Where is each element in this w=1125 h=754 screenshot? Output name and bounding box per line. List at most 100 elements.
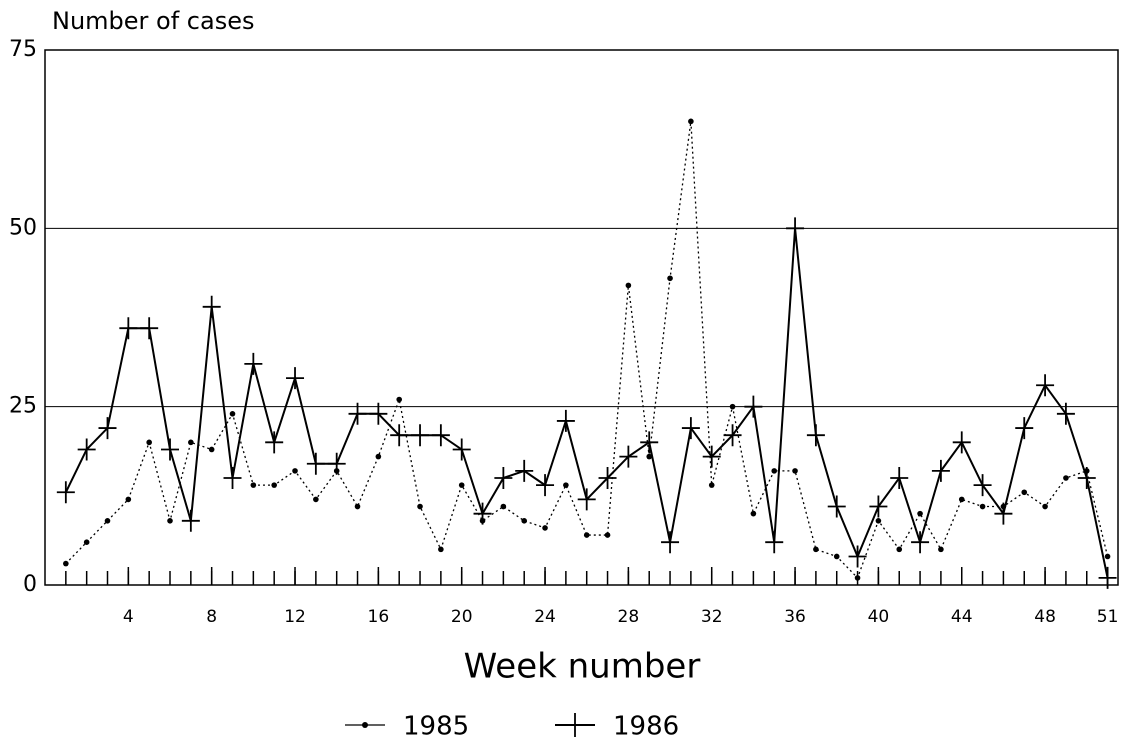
x-tick-label: 20: [451, 607, 473, 627]
cross-marker: [327, 452, 346, 475]
point-marker: [354, 503, 361, 510]
cross-marker: [556, 409, 575, 432]
x-tick-label: 51: [1097, 607, 1119, 627]
cross-marker: [994, 502, 1013, 525]
cross-marker: [536, 474, 555, 497]
cross-marker: [390, 424, 409, 447]
point-marker: [854, 575, 861, 581]
cross-marker: [869, 495, 888, 518]
cross-marker: [1015, 417, 1034, 440]
point-marker: [542, 525, 548, 531]
cross-marker: [348, 402, 367, 425]
cross-marker: [181, 509, 200, 532]
cross-marker: [202, 295, 221, 318]
x-tick-label: 48: [1034, 607, 1056, 627]
cross-marker: [661, 531, 680, 554]
point-marker: [563, 482, 569, 488]
cross-marker: [473, 502, 492, 525]
cross-marker: [494, 467, 513, 489]
cross-marker: [369, 402, 388, 425]
point-marker: [813, 546, 819, 553]
point-marker: [1042, 503, 1048, 510]
cross-marker: [140, 317, 159, 340]
y-tick-label: 25: [9, 394, 37, 419]
cross-marker: [223, 467, 242, 489]
cross-marker: [952, 431, 971, 454]
point-marker: [271, 482, 277, 488]
x-tick-label: 16: [368, 607, 390, 627]
cross-marker: [931, 459, 950, 482]
cross-marker: [244, 352, 263, 375]
point-marker: [125, 496, 132, 503]
point-marker: [792, 468, 798, 474]
point-marker: [833, 553, 840, 560]
point-marker: [375, 453, 382, 460]
point-marker: [313, 496, 319, 503]
cross-marker: [119, 317, 138, 340]
point-marker: [875, 518, 882, 524]
point-marker: [1104, 553, 1111, 560]
x-tick-label: 12: [284, 607, 306, 627]
cross-marker: [265, 431, 284, 454]
cross-marker: [452, 438, 471, 461]
point-marker: [521, 518, 528, 524]
cross-marker: [306, 452, 325, 475]
point-marker: [167, 518, 173, 524]
cross-marker: [1036, 374, 1055, 397]
point-marker: [625, 282, 632, 289]
plot-frame: [44, 49, 1119, 586]
cross-marker: [598, 467, 617, 489]
x-tick-label: 32: [701, 607, 723, 627]
point-marker: [83, 539, 90, 545]
cross-marker: [431, 424, 450, 447]
cross-marker: [56, 481, 75, 504]
cross-marker: [723, 424, 742, 447]
cross-marker: [161, 438, 180, 461]
legend-marker: [362, 722, 368, 728]
point-marker: [750, 510, 757, 517]
cross-marker: [1098, 566, 1117, 589]
point-marker: [583, 532, 590, 538]
point-marker: [958, 496, 965, 503]
cross-marker: [765, 531, 784, 554]
cross-marker: [1056, 402, 1075, 425]
point-marker: [604, 532, 611, 538]
point-marker: [1063, 475, 1069, 481]
y-tick-label: 0: [23, 572, 37, 597]
cross-marker: [911, 531, 930, 554]
x-tick-label: 24: [534, 607, 556, 627]
point-marker: [208, 446, 215, 453]
x-tick-label: 4: [123, 607, 134, 627]
point-marker: [979, 503, 986, 510]
point-marker: [188, 439, 194, 446]
point-marker: [938, 546, 944, 553]
cross-marker: [806, 424, 825, 447]
x-tick-label: 36: [784, 607, 806, 627]
point-marker: [146, 439, 152, 446]
y-tick-label: 50: [9, 215, 37, 240]
point-marker: [229, 411, 236, 417]
cross-marker: [411, 424, 430, 447]
cross-marker: [619, 445, 638, 468]
point-marker: [708, 482, 715, 488]
x-tick-label: 44: [951, 607, 973, 627]
chart-title: Number of cases: [52, 7, 254, 35]
cross-marker: [1077, 467, 1096, 489]
point-marker: [458, 482, 465, 488]
cross-marker: [98, 417, 117, 440]
cross-marker: [681, 417, 700, 440]
x-tick-label: 28: [618, 607, 640, 627]
point-marker: [896, 546, 903, 553]
cross-marker: [515, 459, 534, 482]
point-marker: [396, 396, 402, 403]
y-tick-label: 75: [9, 37, 37, 62]
point-marker: [729, 403, 736, 410]
cross-marker: [77, 438, 96, 461]
point-marker: [500, 503, 507, 510]
cross-marker: [702, 445, 721, 468]
point-marker: [646, 453, 653, 460]
point-marker: [667, 275, 673, 282]
cross-marker: [286, 367, 305, 390]
